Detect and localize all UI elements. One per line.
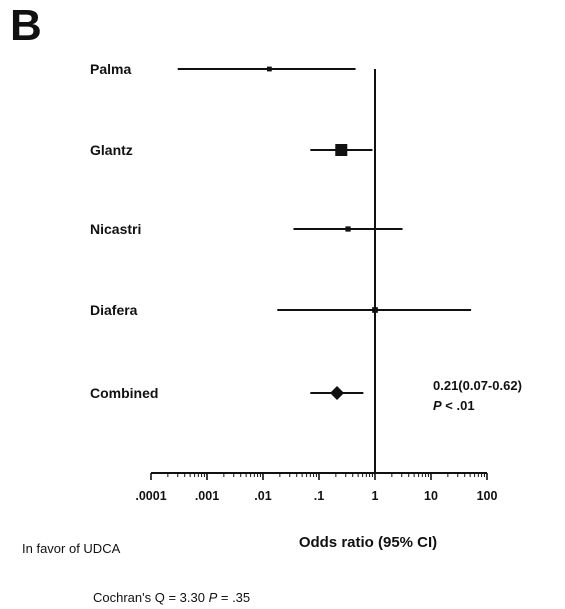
tick-label: 10 <box>424 489 438 503</box>
study-label: Diafera <box>90 302 138 318</box>
x-axis-title: Odds ratio (95% CI) <box>299 534 437 551</box>
summary-p-value: P < .01 <box>433 398 475 413</box>
combined-diamond <box>330 386 345 400</box>
point-estimate <box>345 226 351 232</box>
tick-label: .001 <box>195 489 219 503</box>
tick-label: .1 <box>314 489 324 503</box>
study-label: Palma <box>90 61 131 77</box>
tick-label: 1 <box>372 489 379 503</box>
tick-label: 100 <box>477 489 498 503</box>
point-estimate <box>335 144 348 156</box>
favor-note: In favor of UDCA <box>22 541 121 556</box>
heterogeneity-note: Cochran's Q = 3.30 P = .35 <box>93 590 250 605</box>
x-axis: .0001 .001 .01 .1 1 10 100 <box>135 472 498 503</box>
tick-label: .0001 <box>135 489 166 503</box>
summary-estimate: 0.21(0.07-0.62) <box>433 378 522 393</box>
panel-letter: B <box>10 1 42 50</box>
tick-label: .01 <box>254 489 271 503</box>
study-label: Glantz <box>90 142 133 158</box>
study-label: Nicastri <box>90 221 141 237</box>
study-rows: Palma Glantz Nicastri Diafera Combined <box>90 61 472 401</box>
point-estimate <box>266 66 272 72</box>
chart-text: 0.21(0.07-0.62) P < .01 Odds ratio (95% CI… <box>22 378 522 605</box>
study-label: Combined <box>90 385 158 401</box>
point-estimate <box>372 307 378 313</box>
